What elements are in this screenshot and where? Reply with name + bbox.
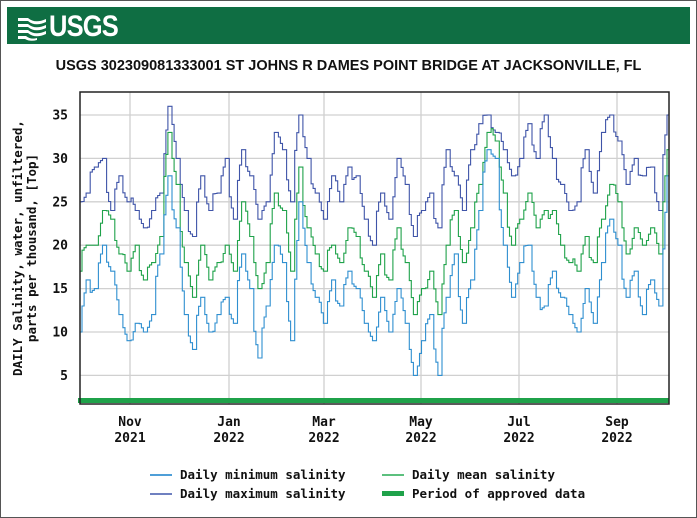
x-tick-year: 2022 bbox=[308, 431, 339, 446]
y-axis-label-line2: parts per thousand, [Top] bbox=[24, 154, 39, 342]
legend-swatch-max bbox=[150, 492, 172, 495]
y-tick-label: 35 bbox=[52, 109, 68, 124]
y-tick-label: 25 bbox=[52, 195, 68, 210]
x-tick-month: Sep bbox=[605, 415, 629, 430]
legend-item-max: Daily maximum salinity bbox=[150, 486, 382, 501]
usgs-logo: USGS bbox=[17, 10, 130, 44]
x-tick-month: Jan bbox=[217, 415, 240, 430]
y-axis-label-line1: DAILY Salinity, water, unfiltered, bbox=[10, 120, 25, 376]
legend-swatch-min bbox=[150, 473, 172, 476]
usgs-wave-icon bbox=[18, 18, 46, 41]
legend-label-max: Daily maximum salinity bbox=[180, 486, 346, 501]
legend-item-mean: Daily mean salinity bbox=[382, 467, 614, 482]
legend-swatch-mean bbox=[382, 473, 404, 476]
y-axis-label: DAILY Salinity, water, unfiltered, parts… bbox=[10, 120, 39, 376]
series-line-max bbox=[80, 105, 669, 246]
chart-title: USGS 302309081333001 ST JOHNS R DAMES PO… bbox=[55, 58, 642, 74]
x-tick-month: May bbox=[409, 415, 433, 430]
usgs-logo-text: USGS bbox=[49, 10, 119, 43]
x-tick-month: Nov bbox=[118, 415, 142, 430]
x-tick-year: 2022 bbox=[213, 431, 244, 446]
x-tick-month: Mar bbox=[312, 415, 336, 430]
legend-label-approved: Period of approved data bbox=[412, 486, 586, 501]
chart-legend: Daily minimum salinity Daily mean salini… bbox=[150, 465, 614, 503]
x-tick-year: 2022 bbox=[601, 431, 632, 446]
legend-swatch-approved bbox=[382, 491, 404, 496]
legend-label-min: Daily minimum salinity bbox=[180, 467, 346, 482]
data-series bbox=[78, 105, 669, 403]
y-tick-label: 20 bbox=[52, 239, 68, 254]
y-axis-ticks: 5 10 15 20 25 30 35 bbox=[52, 109, 68, 384]
y-tick-label: 30 bbox=[52, 152, 68, 167]
y-tick-label: 10 bbox=[52, 326, 68, 341]
series-line-mean bbox=[80, 128, 669, 316]
series-line-min bbox=[80, 149, 669, 376]
plot-area-border bbox=[79, 91, 670, 405]
x-tick-year: 2021 bbox=[114, 431, 145, 446]
x-tick-year: 2022 bbox=[405, 431, 436, 446]
x-tick-year: 2022 bbox=[503, 431, 534, 446]
x-tick-month: Jul bbox=[507, 415, 530, 430]
y-tick-label: 5 bbox=[60, 369, 68, 384]
x-axis-ticks: Nov2021Jan2022Mar2022May2022Jul2022Sep20… bbox=[114, 415, 632, 446]
usgs-banner: USGS bbox=[7, 7, 690, 44]
legend-label-mean: Daily mean salinity bbox=[412, 467, 555, 482]
legend-item-min: Daily minimum salinity bbox=[150, 467, 382, 482]
y-tick-label: 15 bbox=[52, 282, 68, 297]
approved-period-bar bbox=[78, 398, 669, 403]
legend-item-approved: Period of approved data bbox=[382, 486, 614, 501]
